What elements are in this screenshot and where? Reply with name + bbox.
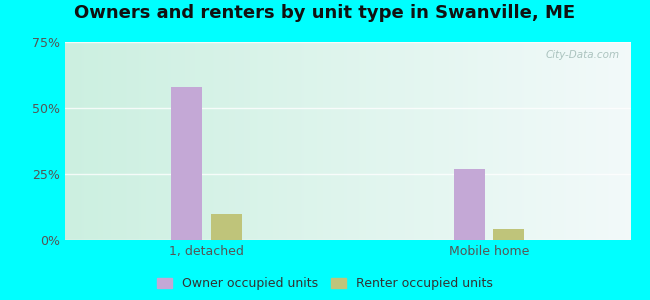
Bar: [454, 169, 485, 240]
Bar: [171, 87, 202, 240]
Bar: [493, 230, 525, 240]
Text: Owners and renters by unit type in Swanville, ME: Owners and renters by unit type in Swanv…: [75, 4, 575, 22]
Legend: Owner occupied units, Renter occupied units: Owner occupied units, Renter occupied un…: [153, 273, 497, 294]
Text: City-Data.com: City-Data.com: [545, 50, 619, 60]
Bar: [211, 214, 242, 240]
